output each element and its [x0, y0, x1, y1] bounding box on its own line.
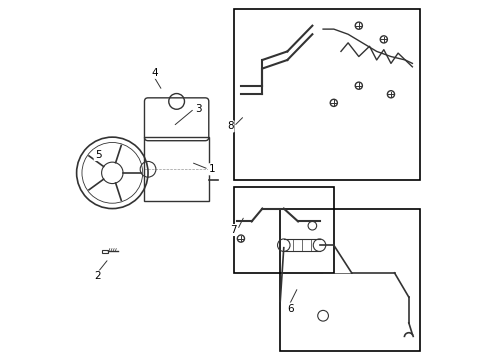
Bar [144, 137, 208, 202]
Bar [102, 249, 108, 253]
Bar [233, 9, 419, 180]
Bar [280, 208, 419, 351]
Text: 6: 6 [287, 303, 294, 314]
Text: 8: 8 [226, 121, 233, 131]
Bar [233, 187, 333, 273]
Text: 7: 7 [230, 225, 237, 235]
Text: 2: 2 [95, 271, 101, 282]
Text: 4: 4 [152, 68, 158, 78]
Text: 5: 5 [95, 150, 101, 160]
Text: 3: 3 [194, 104, 201, 113]
Text: 1: 1 [208, 164, 215, 174]
